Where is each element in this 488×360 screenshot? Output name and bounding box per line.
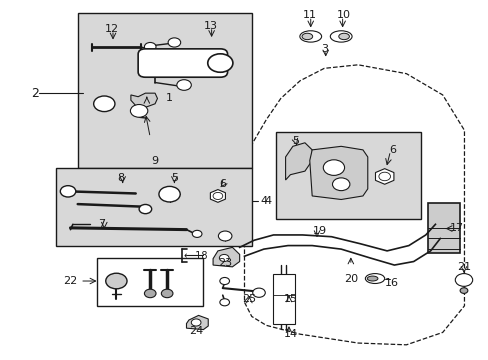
Circle shape (60, 186, 76, 197)
Circle shape (144, 289, 156, 298)
Circle shape (213, 192, 223, 199)
Text: 4: 4 (260, 196, 266, 206)
Text: -4: -4 (261, 196, 272, 206)
Text: 11: 11 (302, 10, 316, 20)
Text: 8: 8 (118, 173, 124, 183)
Text: 5: 5 (291, 136, 298, 146)
Circle shape (130, 104, 147, 117)
Circle shape (159, 186, 180, 202)
Circle shape (220, 278, 229, 284)
Text: 5: 5 (170, 173, 178, 183)
Text: 23: 23 (218, 258, 232, 268)
Polygon shape (186, 315, 208, 329)
Circle shape (332, 178, 349, 191)
Circle shape (139, 204, 151, 214)
Circle shape (323, 160, 344, 175)
Circle shape (252, 288, 265, 297)
Circle shape (220, 299, 229, 306)
Text: 3: 3 (320, 44, 327, 54)
Text: ← 18: ← 18 (183, 251, 207, 261)
Circle shape (168, 38, 180, 47)
Text: 19: 19 (312, 226, 326, 237)
Bar (272, 274, 295, 324)
Bar (78, 13, 251, 168)
Polygon shape (309, 146, 367, 199)
Text: 15: 15 (283, 294, 297, 304)
Ellipse shape (366, 276, 377, 281)
Circle shape (219, 255, 228, 261)
Text: 7: 7 (98, 219, 105, 229)
Circle shape (94, 96, 115, 112)
Ellipse shape (365, 274, 384, 283)
Circle shape (378, 172, 390, 181)
Bar (275, 132, 420, 219)
Ellipse shape (338, 33, 349, 40)
Bar (427, 203, 459, 253)
Circle shape (177, 80, 191, 90)
Ellipse shape (299, 31, 321, 42)
Text: 16: 16 (384, 278, 398, 288)
Circle shape (459, 288, 467, 293)
Circle shape (144, 42, 156, 51)
Text: 1: 1 (166, 94, 173, 103)
Text: 13: 13 (203, 21, 217, 31)
Ellipse shape (329, 31, 351, 42)
Text: 22: 22 (63, 276, 78, 286)
Circle shape (105, 273, 127, 289)
Text: 21: 21 (456, 262, 470, 272)
Text: 12: 12 (104, 24, 119, 34)
Text: 17: 17 (449, 223, 463, 233)
Text: 6: 6 (389, 145, 396, 155)
Circle shape (191, 319, 201, 326)
Text: 6: 6 (219, 179, 226, 189)
Circle shape (207, 54, 232, 72)
FancyBboxPatch shape (138, 49, 227, 77)
Circle shape (218, 231, 231, 241)
Ellipse shape (302, 33, 312, 40)
Text: 2: 2 (31, 87, 39, 100)
Text: 14: 14 (283, 329, 297, 339)
Text: 10: 10 (336, 10, 350, 20)
Bar (97, 258, 203, 306)
Text: 9: 9 (151, 156, 158, 166)
Text: 25: 25 (242, 294, 256, 304)
Polygon shape (285, 143, 311, 180)
Text: 24: 24 (189, 326, 203, 336)
Polygon shape (213, 247, 239, 267)
Text: 20: 20 (343, 274, 357, 284)
Bar (56, 168, 251, 246)
Circle shape (161, 289, 173, 298)
Polygon shape (131, 93, 157, 107)
Circle shape (192, 230, 202, 238)
Circle shape (454, 274, 472, 286)
